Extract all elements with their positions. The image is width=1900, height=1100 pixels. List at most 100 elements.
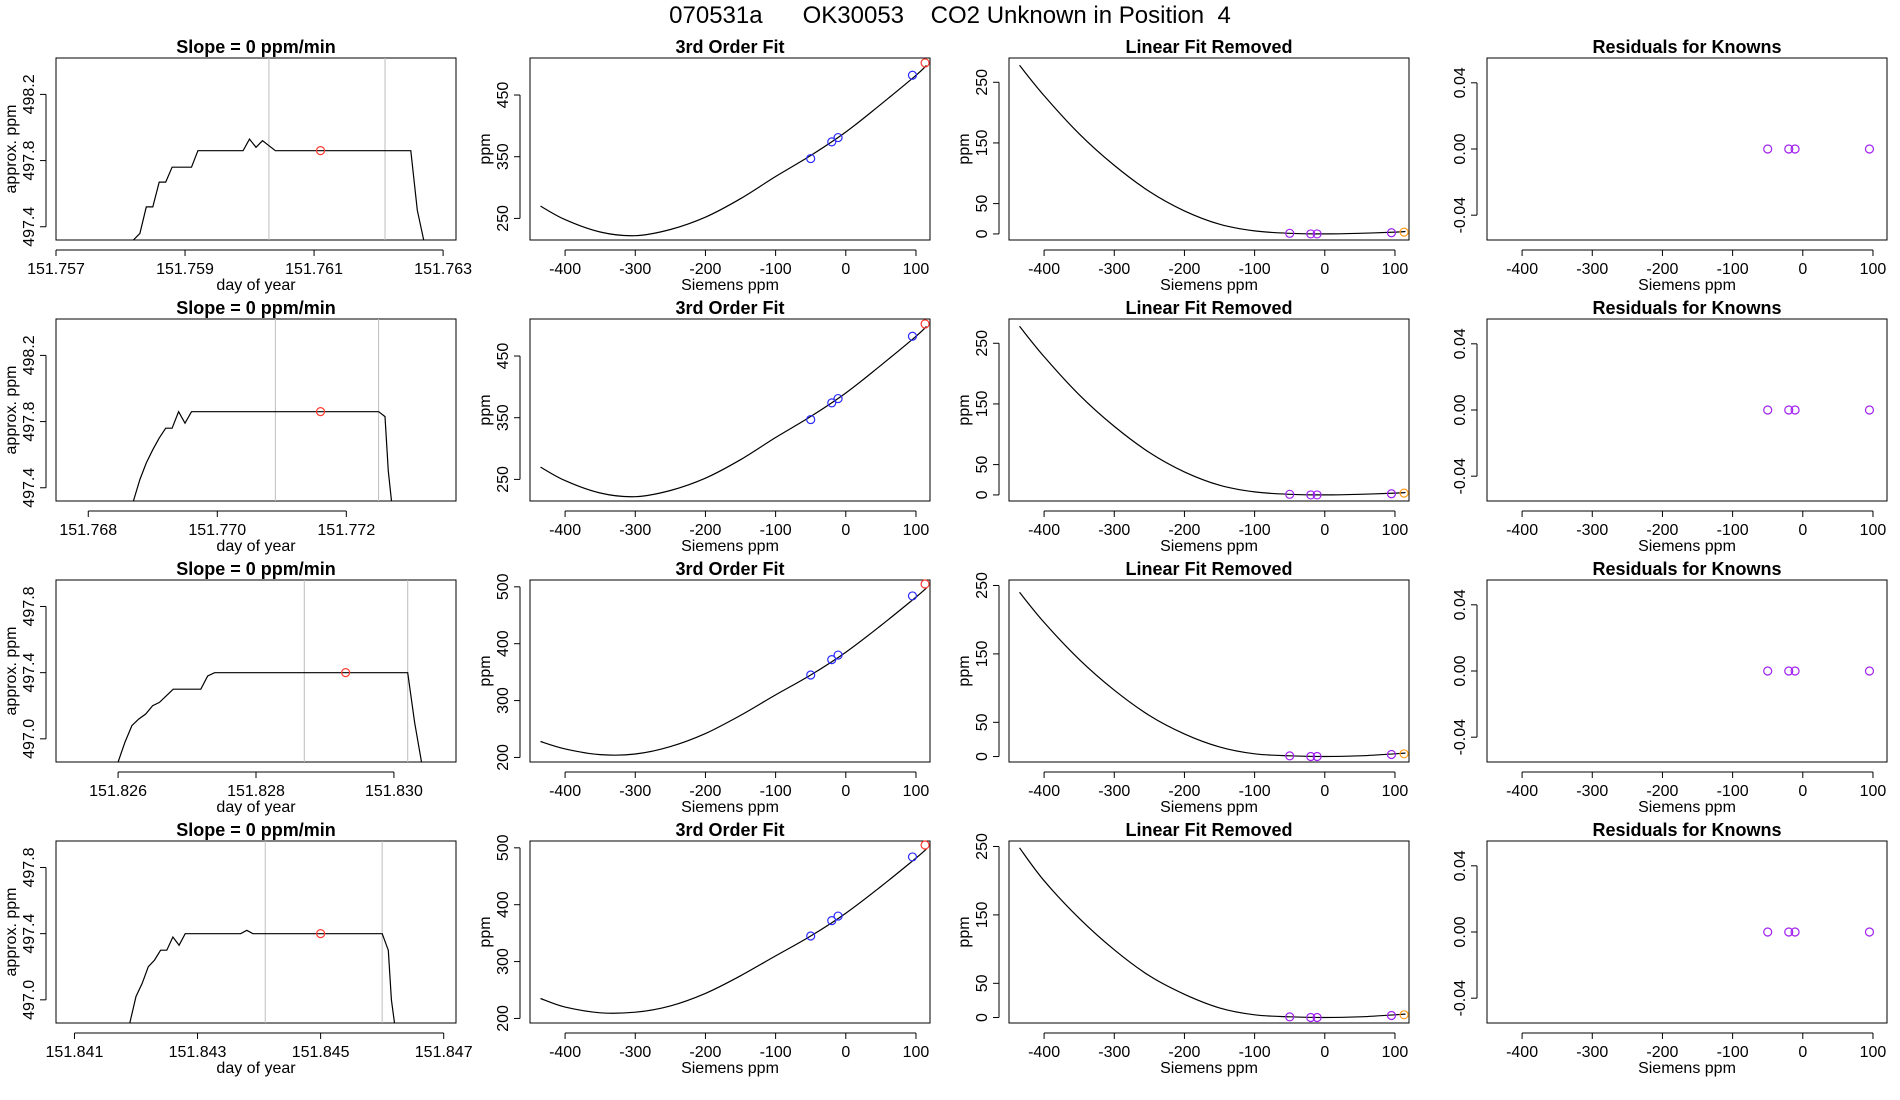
known-standard-point (907, 331, 918, 341)
known-standard-point (1864, 666, 1875, 676)
known-standard-point (1312, 490, 1322, 500)
known-standard-point (1864, 144, 1875, 154)
x-axis-label: Siemens ppm (681, 277, 779, 294)
y-tick-label: 497.8 (21, 847, 38, 887)
known-standard-point (1306, 751, 1316, 762)
fit-curve (540, 848, 927, 1014)
plot-frame (529, 840, 931, 1024)
unknown-mean-point (316, 929, 326, 939)
known-standard-point (1312, 229, 1322, 239)
panel-title: Linear Fit Removed (1125, 559, 1292, 579)
x-tick-label: 151.830 (365, 783, 423, 800)
y-tick-label: 150 (974, 901, 991, 928)
plot-frame (1486, 318, 1888, 502)
y-tick-label: -0.04 (1452, 458, 1469, 495)
plot-area (1019, 64, 1406, 235)
y-tick-label: 450 (495, 82, 512, 109)
x-axis-label: day of year (216, 1060, 296, 1077)
x-tick-label: 0 (1798, 261, 1807, 278)
x-tick-label: -200 (1168, 261, 1200, 278)
plot-area (132, 58, 425, 240)
fit-curve (540, 64, 927, 237)
panel-r2-c1: Slope = 0 ppm/min 151.768 151.770 151.772 da… (3, 298, 457, 555)
panel-r1-c4: Residuals for Knowns -400 -300 -200 -100 0 100… (1452, 37, 1888, 294)
known-standard-point (1784, 144, 1794, 154)
panel-title: Linear Fit Removed (1125, 820, 1292, 840)
x-tick-label: -200 (1646, 522, 1678, 539)
unknown-sample-point (920, 840, 930, 850)
x-tick-label: -400 (549, 783, 581, 800)
y-axis-label: approx. ppm (3, 105, 20, 194)
y-tick-label: 250 (974, 330, 991, 357)
x-tick-label: 0 (841, 1044, 850, 1061)
y-tick-label: 50 (974, 713, 991, 731)
x-tick-label: 0 (841, 522, 850, 539)
x-tick-label: 100 (903, 783, 930, 800)
x-tick-label: -100 (1717, 783, 1749, 800)
known-standard-point (833, 132, 843, 143)
panel-r1-c1: Slope = 0 ppm/min 151.757 151.759 151.761 15… (3, 37, 472, 294)
known-standard-point (1790, 666, 1800, 676)
y-tick-label: 400 (495, 630, 512, 657)
x-tick-label: -100 (760, 1044, 792, 1061)
x-tick-label: 151.759 (156, 261, 214, 278)
plot-frame (1486, 840, 1888, 1024)
x-tick-label: -300 (1098, 783, 1130, 800)
y-tick-label: 350 (495, 404, 512, 431)
y-tick-label: 150 (974, 129, 991, 156)
y-axis-label: ppm (956, 133, 973, 164)
x-tick-label: -300 (619, 261, 651, 278)
x-tick-label: -100 (760, 261, 792, 278)
x-tick-label: -300 (1576, 1044, 1608, 1061)
x-tick-label: 151.847 (415, 1044, 473, 1061)
panel-title: Linear Fit Removed (1125, 298, 1292, 318)
x-tick-label: 151.845 (292, 1044, 350, 1061)
y-tick-label: 150 (974, 390, 991, 417)
x-tick-label: -400 (1506, 1044, 1538, 1061)
plot-area (540, 325, 927, 498)
x-tick-label: -300 (1098, 1044, 1130, 1061)
plot-frame (55, 840, 457, 1024)
panel-title: 3rd Order Fit (675, 559, 784, 579)
unknown-sample-point (1399, 488, 1409, 498)
y-tick-label: -0.04 (1452, 980, 1469, 1017)
known-standard-point (1386, 1010, 1397, 1021)
known-standard-point (833, 650, 843, 660)
y-tick-label: 0.04 (1452, 67, 1469, 98)
x-tick-label: -100 (1239, 522, 1271, 539)
known-standard-point (806, 931, 816, 941)
y-tick-label: 250 (974, 572, 991, 599)
unknown-sample-point (920, 579, 930, 589)
x-tick-label: -400 (1506, 522, 1538, 539)
x-tick-label: 0 (1320, 522, 1329, 539)
plot-frame (529, 318, 931, 502)
x-tick-label: 0 (1320, 261, 1329, 278)
x-tick-label: -300 (1576, 261, 1608, 278)
y-axis-label: ppm (956, 655, 973, 686)
known-standard-point (1790, 144, 1800, 154)
known-standard-point (1306, 490, 1316, 500)
known-standard-point (1285, 489, 1295, 499)
panel-r4-c2: 3rd Order Fit -400 -300 -200 -100 0 100 Siemens… (477, 820, 931, 1077)
known-standard-point (1285, 228, 1295, 238)
y-tick-label: 0 (974, 229, 991, 238)
panel-title: Linear Fit Removed (1125, 37, 1292, 57)
x-tick-label: 0 (1798, 522, 1807, 539)
x-tick-label: -400 (1028, 1044, 1060, 1061)
x-tick-label: -400 (549, 1044, 581, 1061)
panel-title: Residuals for Knowns (1592, 559, 1781, 579)
unknown-sample-point (1399, 227, 1409, 237)
known-standard-point (1763, 144, 1773, 154)
y-axis-label: ppm (956, 394, 973, 425)
y-axis-label: ppm (477, 394, 494, 425)
x-tick-label: 151.761 (285, 261, 343, 278)
plot-frame (1008, 57, 1410, 241)
x-tick-label: 100 (1860, 261, 1887, 278)
panel-r2-c4: Residuals for Knowns -400 -300 -200 -100 0 100… (1452, 298, 1888, 555)
x-axis-label: Siemens ppm (681, 538, 779, 555)
unknown-mean-point (315, 407, 326, 417)
x-tick-label: 151.770 (188, 522, 246, 539)
x-tick-label: -200 (689, 783, 721, 800)
x-tick-label: -200 (689, 261, 721, 278)
